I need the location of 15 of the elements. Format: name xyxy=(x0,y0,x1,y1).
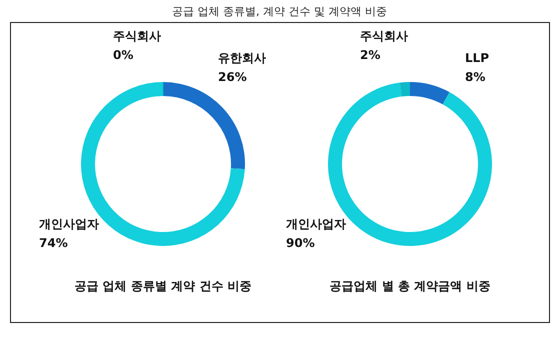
slice-label: 개인사업자 xyxy=(39,217,99,231)
slice-label: LLP xyxy=(465,51,490,65)
text: 공급 업체 종류별, 계약 건수 및 계약액 비중 xyxy=(172,5,387,18)
slice-label: 유한회사 xyxy=(218,51,266,65)
data-label: 90% xyxy=(286,236,315,250)
category-label: 주식회사 xyxy=(113,29,161,43)
text: 0% xyxy=(113,48,134,62)
data-label: 8% xyxy=(465,70,486,84)
data-label: 2% xyxy=(360,48,380,62)
text: 공급업체 별 총 계약금액 비중 xyxy=(330,279,490,293)
slice-label: 개인사업자 xyxy=(286,217,346,231)
data-label: 74% xyxy=(39,236,68,250)
text: 공급 업체 종류별 계약 건수 비중 xyxy=(74,279,252,293)
slice-label: 주식회사 xyxy=(360,29,408,43)
data-label: 26% xyxy=(218,70,247,84)
